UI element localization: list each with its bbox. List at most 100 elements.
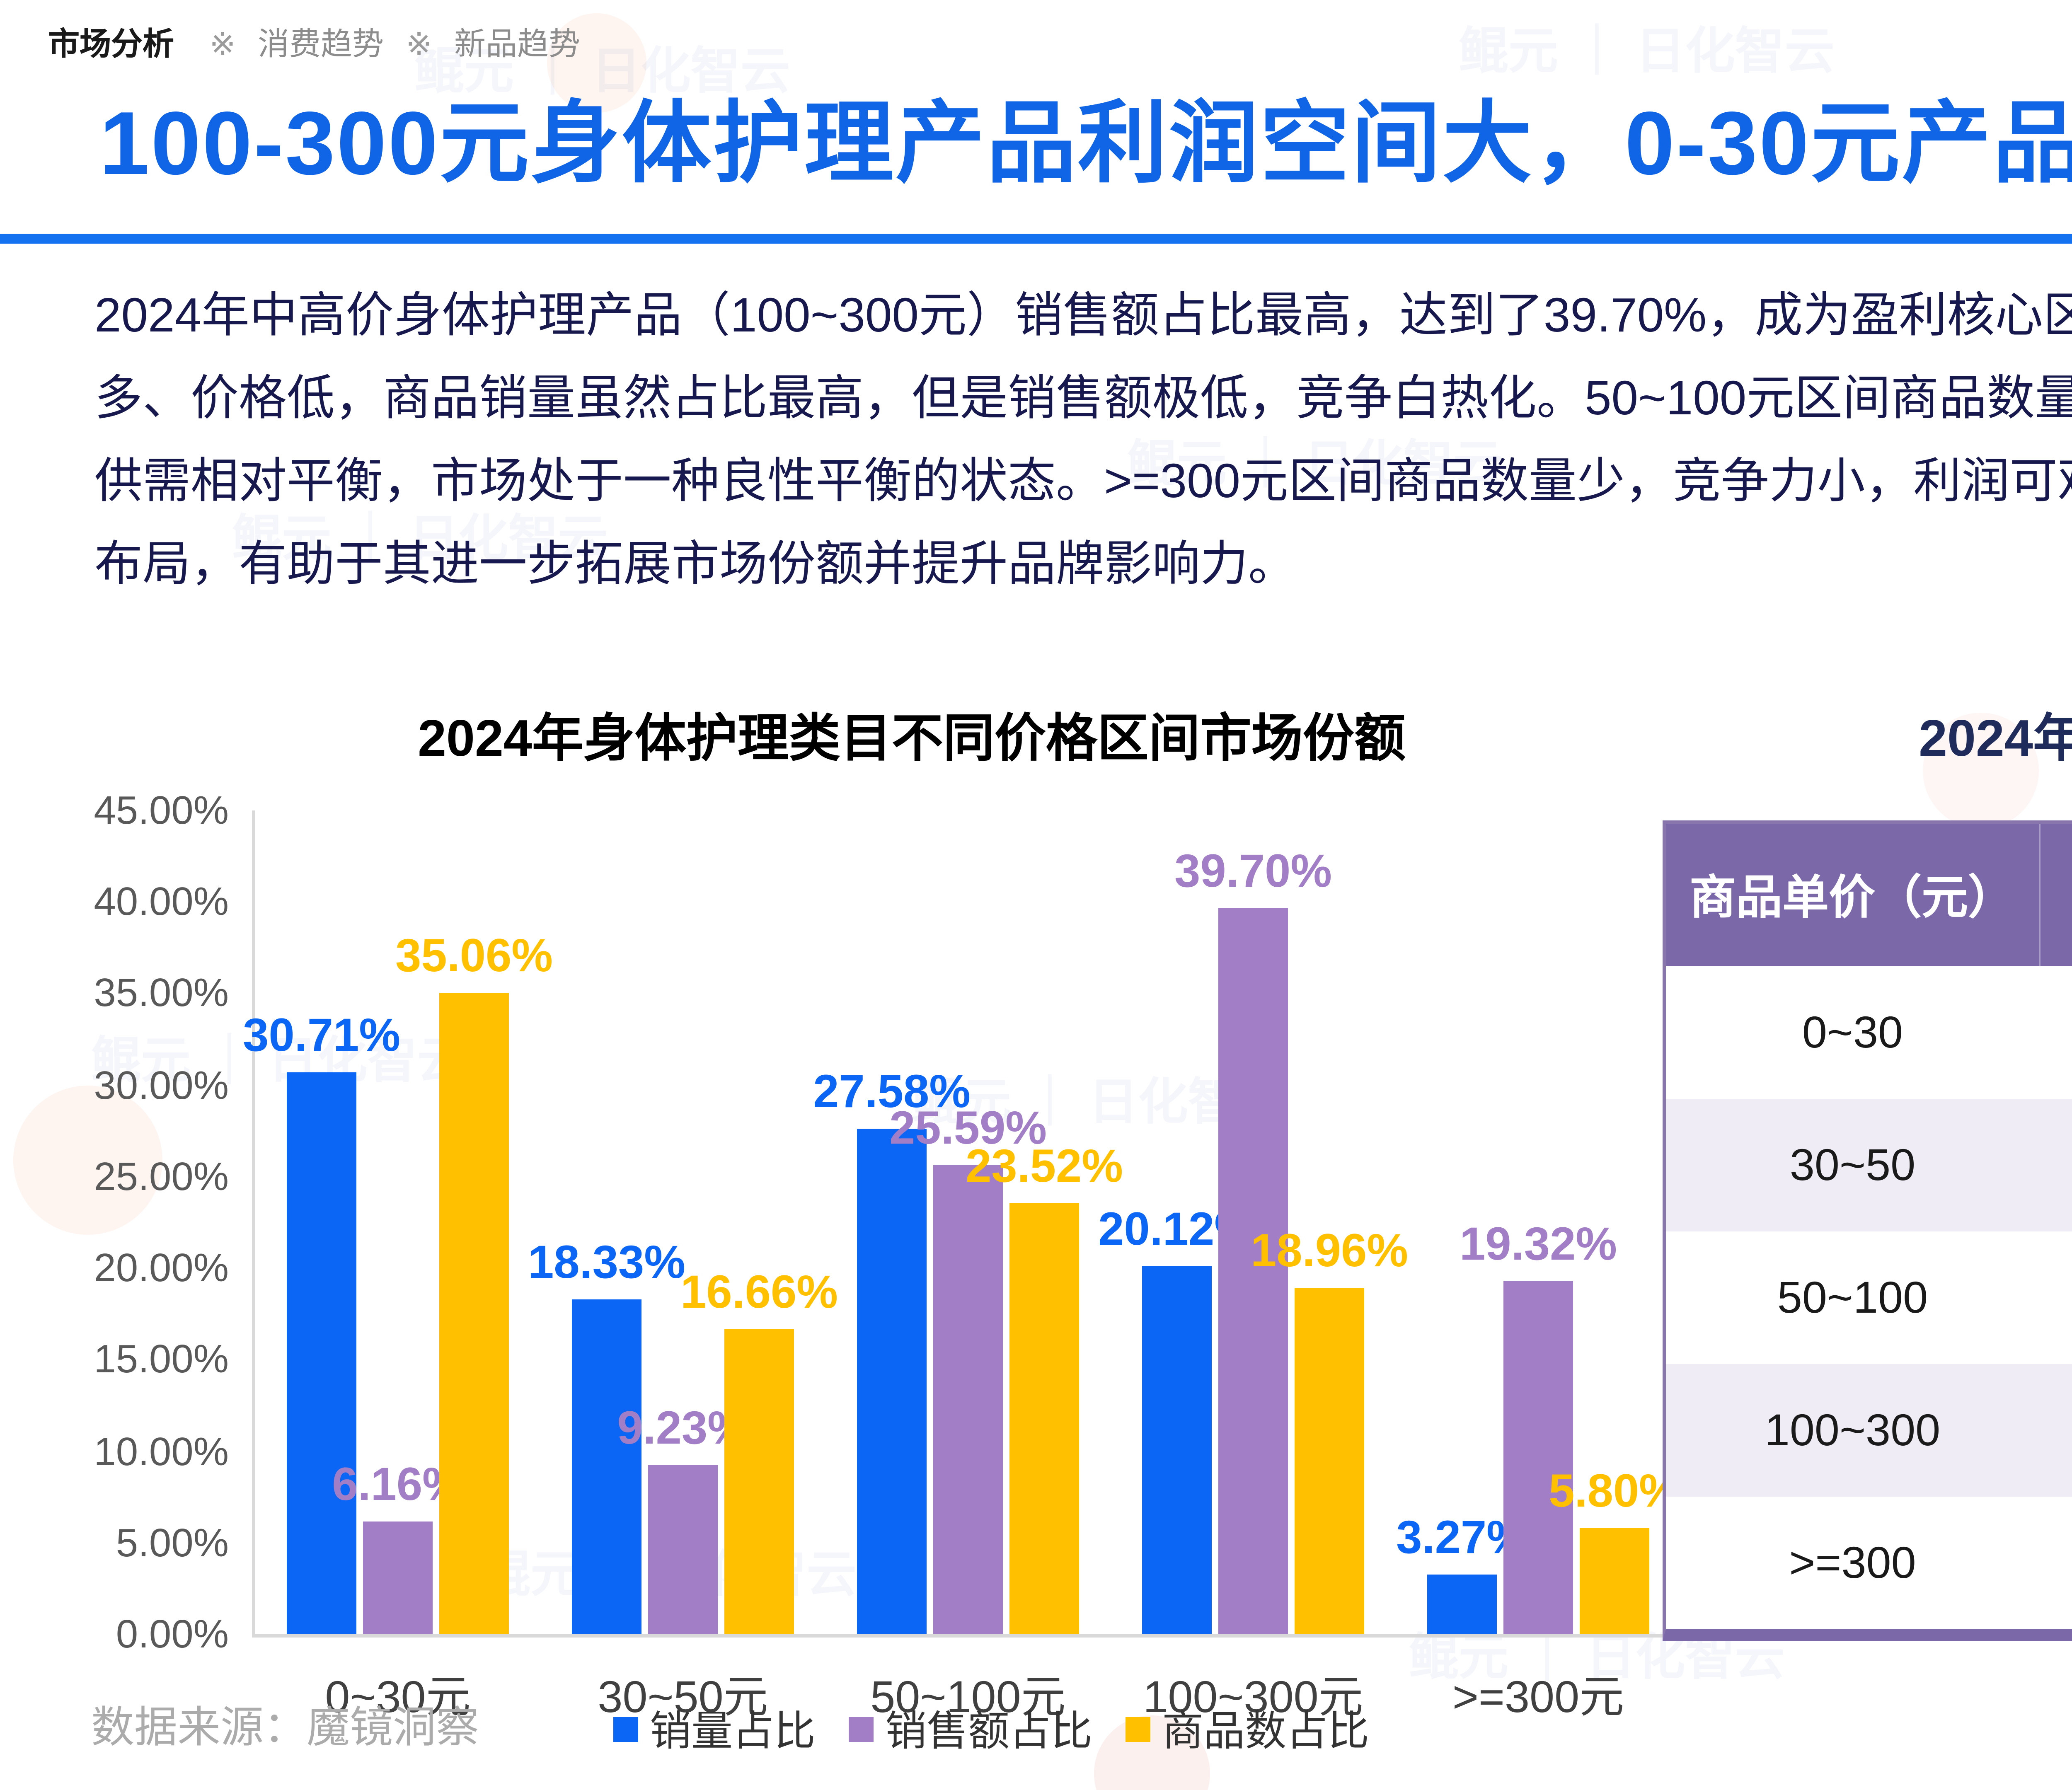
bar-wrap: 3.27% xyxy=(1396,1512,1528,1634)
bar-value-label: 5.80% xyxy=(1549,1465,1680,1517)
table-header-cell: 销量（万件） xyxy=(2040,824,2072,966)
bar-wrap: 35.06% xyxy=(395,929,553,1634)
bar xyxy=(1503,1280,1573,1634)
bar-trio: 27.58% 25.59% 23.52% xyxy=(813,810,1123,1634)
table-row: 30~501233.864.97161660 xyxy=(1666,1099,2072,1231)
bar-value-label: 16.66% xyxy=(680,1266,838,1318)
bar-wrap: 20.12% xyxy=(1098,1203,1256,1634)
bar-trio: 30.71% 6.16% 35.06% xyxy=(243,810,553,1634)
bar xyxy=(1142,1266,1212,1634)
bar-wrap: 30.71% xyxy=(243,1009,400,1634)
bar-value-label: 27.58% xyxy=(813,1066,971,1118)
table-cell: 1353.93 xyxy=(2039,1364,2072,1497)
bar xyxy=(648,1465,718,1634)
title-divider xyxy=(0,234,2072,244)
bar xyxy=(363,1521,433,1634)
data-source-note: 数据来源：魔镜洞察 xyxy=(91,1702,479,1752)
bar-value-label: 23.52% xyxy=(966,1141,1123,1192)
table-row: >=300219.8410.4156242 xyxy=(1666,1497,2072,1629)
x-axis-label: 100~300元 xyxy=(1143,1672,1363,1722)
bar-wrap: 23.52% xyxy=(966,1141,1123,1634)
x-axis-label: 50~100元 xyxy=(870,1672,1066,1722)
y-axis-tick-label: 45.00% xyxy=(94,789,229,834)
bar-value-label: 19.32% xyxy=(1460,1217,1617,1269)
table-cell: 30~50 xyxy=(1789,1139,1916,1189)
legend-label: 销售额占比 xyxy=(885,1709,1093,1755)
bar xyxy=(1580,1528,1649,1634)
summary-line: 2024年中高价身体护理产品（100~300元）销售额占比最高，达到了39.70… xyxy=(94,290,2072,343)
y-axis-tick-label: 15.00% xyxy=(94,1338,229,1383)
bar-group: 18.33% 9.23% 16.66% 30~50元 xyxy=(528,810,838,1722)
breadcrumb-item-market-analysis: 市场分析 xyxy=(48,28,174,63)
summary-line: 供需相对平衡，市场处于一种良性平衡的状态。>=300元区间商品数量少，竞争力小，… xyxy=(94,456,2072,509)
legend-swatch-icon xyxy=(613,1716,638,1741)
bar-wrap: 6.16% xyxy=(332,1459,464,1634)
bar xyxy=(724,1329,794,1634)
table-row: 100~3001353.9321.38183948 xyxy=(1666,1364,2072,1497)
table-cell: 219.84 xyxy=(2039,1497,2072,1629)
table-cell: 2067.20 xyxy=(2039,966,2072,1099)
bar-wrap: 25.59% xyxy=(889,1103,1047,1634)
bar xyxy=(287,1072,356,1634)
x-axis-label: >=300元 xyxy=(1452,1672,1624,1722)
breadcrumb-separator-icon: ※ xyxy=(209,28,236,63)
bar-value-label: 35.06% xyxy=(395,929,553,981)
table-cell: 1856.07 xyxy=(2039,1231,2072,1364)
y-axis-tick-label: 5.00% xyxy=(116,1521,229,1566)
breadcrumb-item-new-product-trend: 新品趋势 xyxy=(454,28,581,63)
bar-group: 3.27% 19.32% 5.80% >=300元 xyxy=(1396,810,1681,1722)
legend-item: 销售额占比 xyxy=(849,1699,1092,1759)
bar-value-label: 18.96% xyxy=(1251,1224,1408,1276)
bar-trio: 3.27% 19.32% 5.80% xyxy=(1396,810,1681,1634)
bar-value-label: 25.59% xyxy=(889,1103,1047,1154)
legend-swatch-icon xyxy=(1126,1716,1151,1741)
bar-group: 20.12% 39.70% 18.96% 100~300元 xyxy=(1098,810,1408,1722)
y-axis-tick-label: 40.00% xyxy=(94,880,229,925)
breadcrumb-item-consumer-trend: 消费趋势 xyxy=(258,28,384,63)
bar-wrap: 19.32% xyxy=(1460,1218,1617,1634)
breadcrumb: 市场分析 ※ 消费趋势 ※ 新品趋势 xyxy=(48,20,580,65)
bar-wrap: 39.70% xyxy=(1174,844,1332,1634)
table-cell: 50~100 xyxy=(1777,1272,1928,1322)
bar-trio: 18.33% 9.23% 16.66% xyxy=(528,810,838,1634)
table-cell: 1233.86 xyxy=(2039,1099,2072,1231)
bar-group: 27.58% 25.59% 23.52% 50~100元 xyxy=(813,810,1123,1722)
bar-value-label: 30.71% xyxy=(243,1009,400,1061)
page-title: 100-300元身体护理产品利润空间大，0-30元产品竞争激烈 xyxy=(99,94,2072,194)
x-axis-label: 30~50元 xyxy=(598,1672,768,1722)
legend-label: 销量占比 xyxy=(650,1709,816,1755)
legend-label: 商品数占比 xyxy=(1162,1709,1370,1755)
bar xyxy=(572,1299,641,1634)
y-axis-tick-label: 0.00% xyxy=(116,1613,229,1657)
table-header-row: 商品单价（元）销量（万件）销售额（亿元）商品数 xyxy=(1666,824,2072,966)
y-axis-tick-label: 30.00% xyxy=(94,1063,229,1108)
y-axis-tick-label: 10.00% xyxy=(94,1430,229,1475)
bar-value-label: 18.33% xyxy=(528,1236,685,1287)
summary-paragraph: 2024年中高价身体护理产品（100~300元）销售额占比最高，达到了39.70… xyxy=(94,275,2072,607)
table-row: 0~302067.203.32340111 xyxy=(1666,966,2072,1099)
bar-wrap: 5.80% xyxy=(1549,1465,1680,1634)
chart-legend: 销量占比 销售额占比 商品数占比 xyxy=(613,1699,1369,1759)
summary-line: 布局，有助于其进一步拓展市场份额并提升品牌影响力。 xyxy=(94,539,1297,592)
bar xyxy=(439,992,509,1634)
table-title: 2024年身体护理类目不同价格区间销售情况 xyxy=(1919,709,2072,767)
bar-wrap: 9.23% xyxy=(617,1402,749,1634)
x-axis-label: 0~30元 xyxy=(325,1672,471,1722)
plot-area: 30.71% 6.16% 35.06% 0~30元 18.33% 9.23% 16.66% 3… xyxy=(243,810,1681,1722)
bar xyxy=(933,1166,1003,1634)
breadcrumb-separator-icon: ※ xyxy=(406,28,432,63)
y-axis-tick-label: 35.00% xyxy=(94,972,229,1017)
sales-table: 商品单价（元）销量（万件）销售额（亿元）商品数0~302067.203.3234… xyxy=(1663,820,2072,1641)
legend-swatch-icon xyxy=(849,1716,874,1741)
bar-wrap: 27.58% xyxy=(813,1067,971,1634)
y-axis: 45.00% 40.00% 35.00% 30.00% 25.00% 20.00% 15.0… xyxy=(0,789,229,1657)
bar xyxy=(1295,1287,1364,1634)
summary-line: 多、价格低，商品销量虽然占比最高，但是销售额极低，竞争白热化。50~100元区间… xyxy=(94,373,2072,426)
bar xyxy=(1218,907,1288,1634)
bar-wrap: 16.66% xyxy=(680,1266,838,1634)
bar-wrap: 18.96% xyxy=(1251,1224,1408,1634)
bar-value-label: 39.70% xyxy=(1174,844,1332,896)
y-axis-tick-label: 25.00% xyxy=(94,1155,229,1200)
chart-title: 2024年身体护理类目不同价格区间市场份额 xyxy=(418,709,1406,767)
